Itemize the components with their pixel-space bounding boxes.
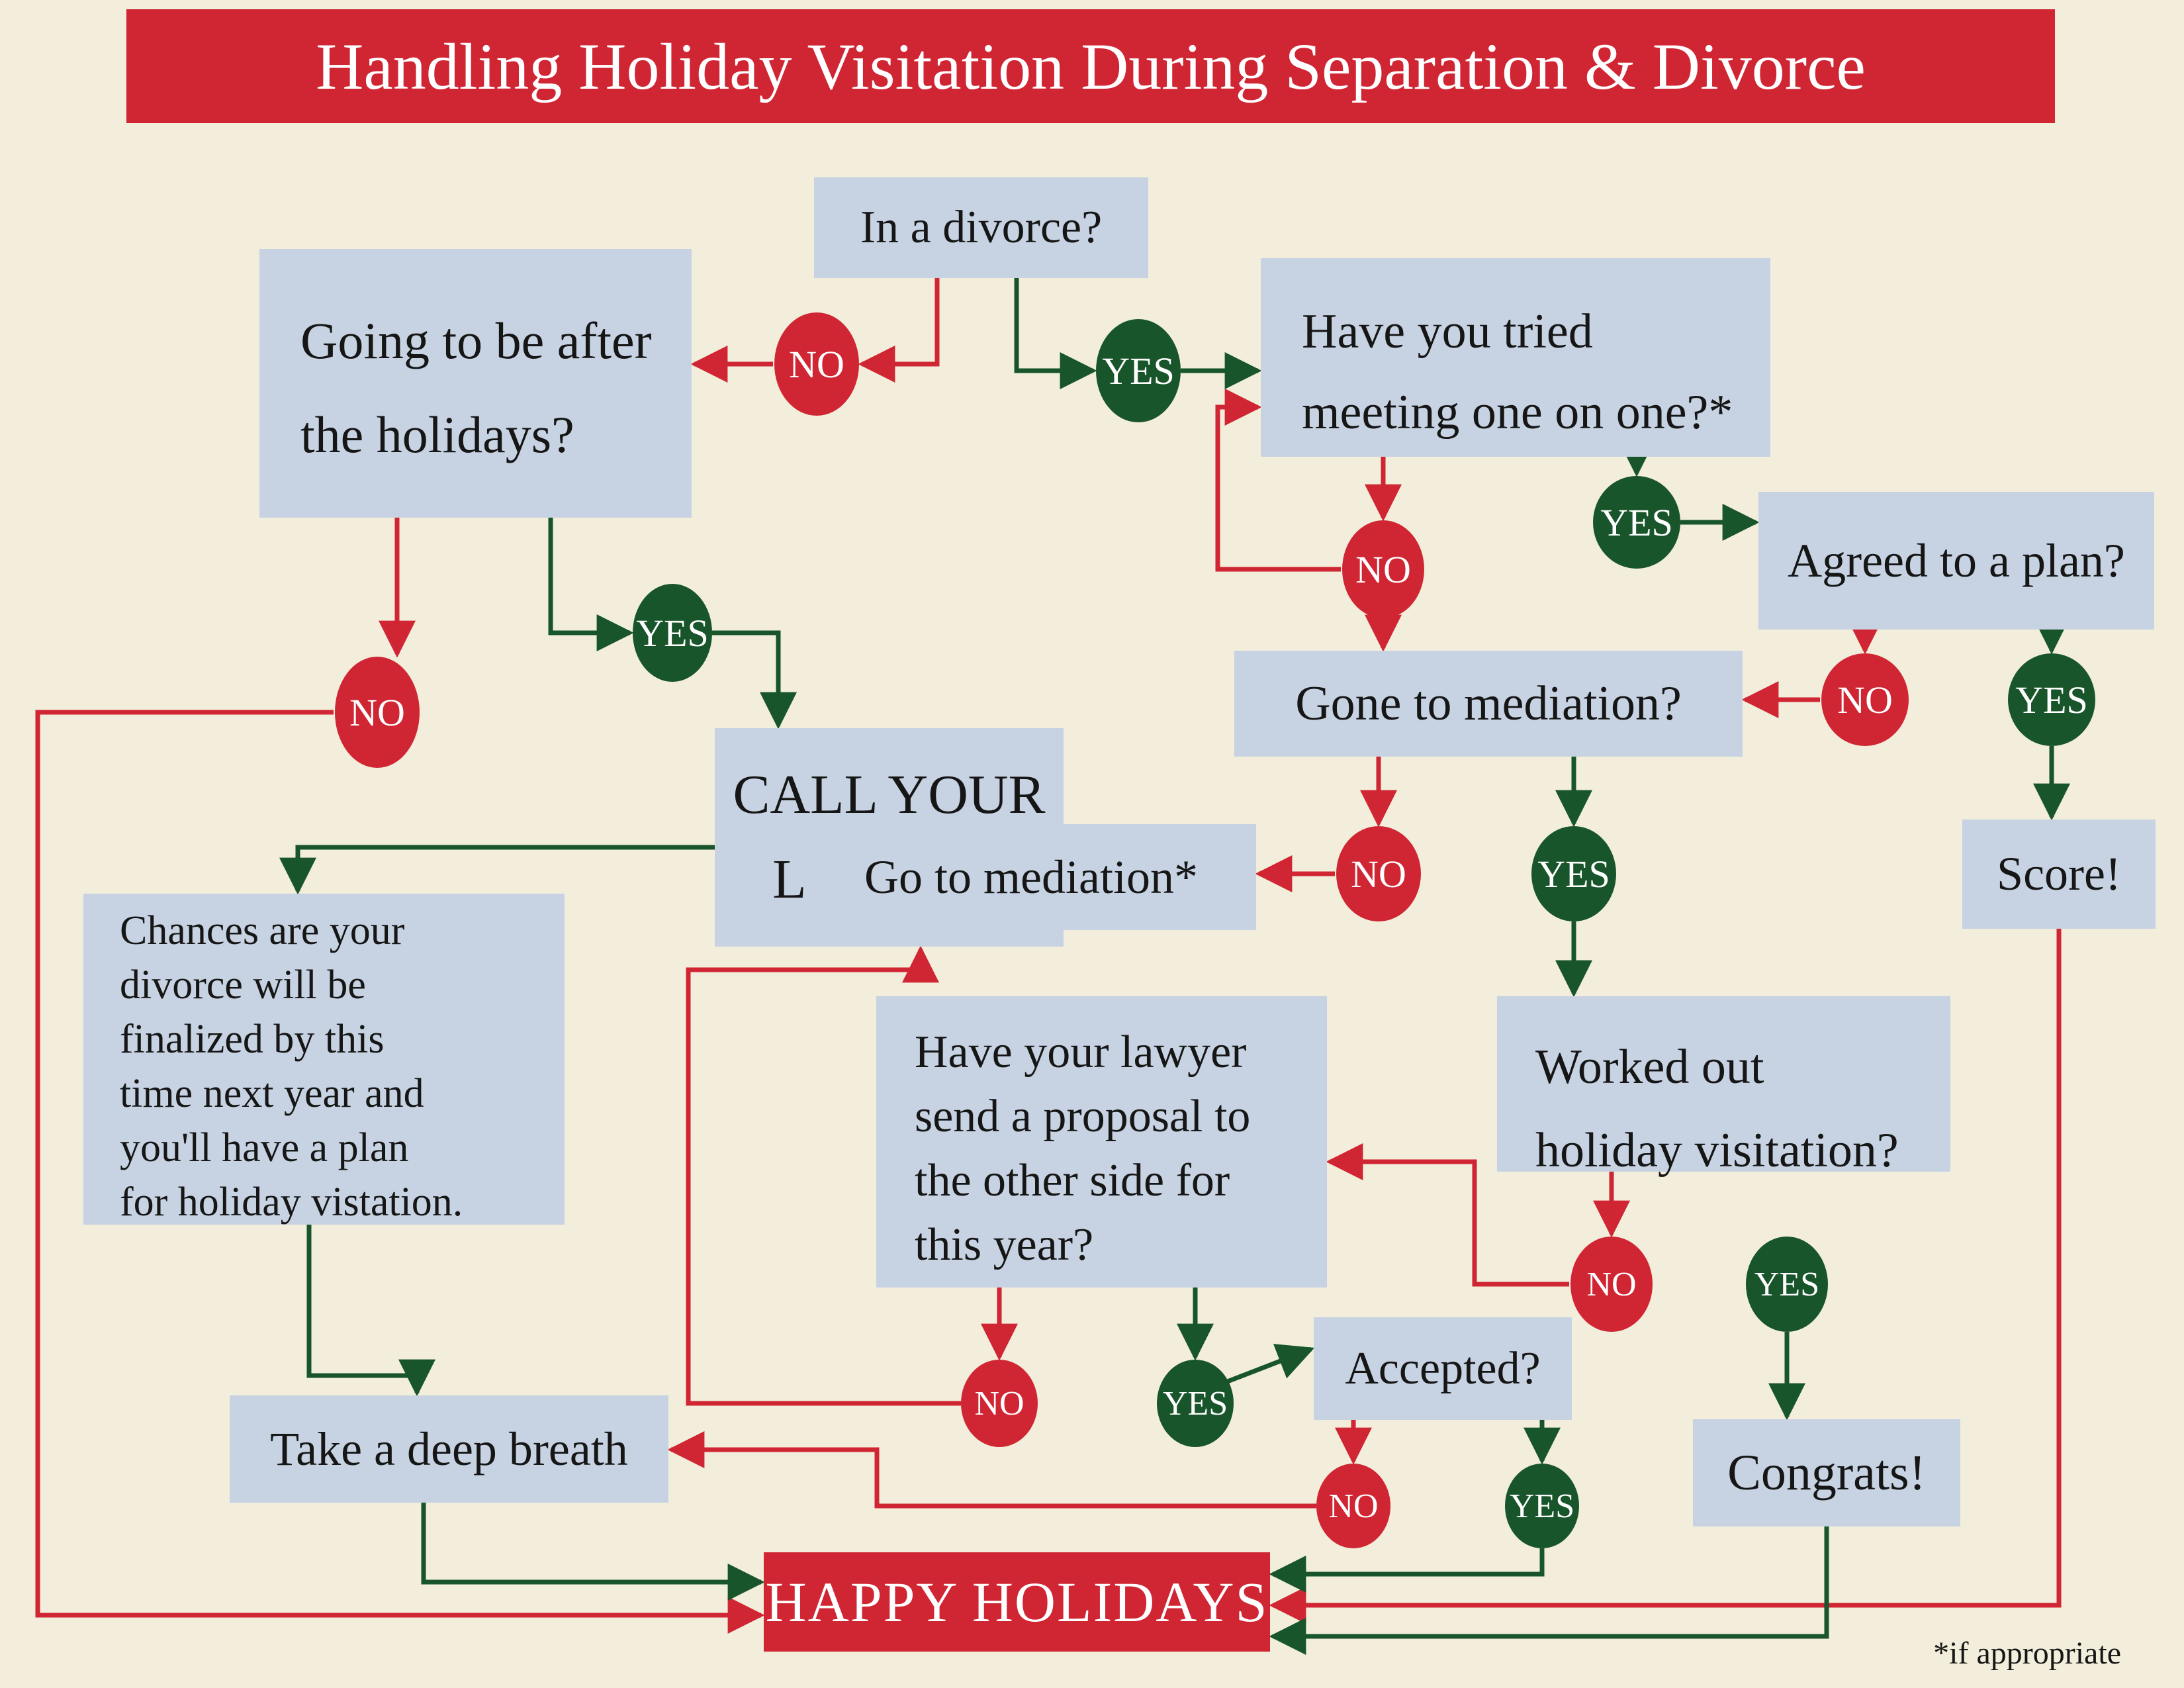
- node-chances: Chances are your divorce will be finaliz…: [83, 894, 565, 1225]
- node-chances-line4: time next year and: [120, 1071, 424, 1116]
- node-worked-out: Worked out holiday visitation?: [1497, 996, 1950, 1178]
- decision-yes-gone-mediation: YES: [1531, 826, 1616, 921]
- node-score-label: Score!: [1997, 847, 2121, 900]
- decision-no-in-divorce: NO: [774, 312, 859, 416]
- arrow-deep-breath-to-happy-holidays: [421, 1503, 765, 1601]
- node-go-mediation-label: Go to mediation*: [864, 850, 1198, 904]
- node-tried-meeting-line2: meeting one on one?*: [1302, 385, 1733, 440]
- node-call-lawyer-line1: CALL YOUR: [733, 764, 1046, 825]
- arrow-yes-to-call-lawyer: [712, 630, 797, 729]
- arrow-in-divorce-yes: [1014, 278, 1097, 389]
- decision-no-worked-out: NO: [1570, 1237, 1653, 1332]
- arrow-yes-to-happy-holidays: [1269, 1548, 1545, 1593]
- decision-yes-worked-out: YES: [1746, 1237, 1828, 1332]
- arrow-no-to-happy-holidays-left: [35, 710, 765, 1634]
- page-title: Handling Holiday Visitation During Separ…: [126, 9, 2055, 123]
- node-after-holidays-line1: Going to be after: [300, 312, 652, 369]
- node-chances-line6: for holiday vistation.: [120, 1180, 463, 1225]
- node-worked-out-line1: Worked out: [1535, 1040, 1764, 1094]
- decision-no-after-holidays: NO: [335, 657, 420, 768]
- decision-yes-proposal: YES: [1157, 1360, 1234, 1447]
- node-score: Score!: [1962, 820, 2156, 929]
- node-gone-mediation: Gone to mediation?: [1234, 651, 1743, 757]
- node-tried-meeting: Have you tried meeting one on one?*: [1261, 258, 1770, 457]
- decision-no-proposal: NO: [961, 1360, 1038, 1447]
- arrow-no-to-proposal: [1326, 1143, 1569, 1287]
- decision-yes-tried-meeting: YES: [1593, 476, 1680, 569]
- node-chances-line1: Chances are your: [120, 908, 405, 953]
- arrow-after-holidays-yes: [548, 518, 634, 651]
- node-proposal-line1: Have your lawyer: [915, 1027, 1247, 1078]
- node-in-divorce: In a divorce?: [814, 177, 1148, 278]
- node-chances-line3: finalized by this: [120, 1017, 385, 1062]
- node-worked-out-line2: holiday visitation?: [1535, 1123, 1899, 1178]
- node-chances-line5: you'll have a plan: [120, 1125, 409, 1170]
- node-agreed-plan-label: Agreed to a plan?: [1788, 534, 2125, 587]
- decision-no-agreed-plan: NO: [1821, 653, 1909, 746]
- decision-yes-agreed-plan: YES: [2008, 653, 2095, 746]
- node-congrats-label: Congrats!: [1727, 1444, 1926, 1501]
- arrow-yes-to-accepted: [1224, 1344, 1315, 1385]
- node-deep-breath-label: Take a deep breath: [270, 1422, 628, 1476]
- decision-yes-in-divorce: YES: [1096, 319, 1181, 422]
- arrow-no-to-call-lawyer: [686, 945, 961, 1406]
- arrow-score-to-happy-holidays: [1269, 929, 2062, 1624]
- node-tried-meeting-line1: Have you tried: [1302, 305, 1593, 359]
- footnote: *if appropriate: [1933, 1636, 2121, 1671]
- node-accepted-label: Accepted?: [1345, 1342, 1541, 1394]
- node-after-holidays: Going to be after the holidays?: [259, 249, 692, 518]
- node-go-mediation: Go to mediation*: [806, 824, 1256, 930]
- node-accepted: Accepted?: [1314, 1317, 1572, 1420]
- node-gone-mediation-label: Gone to mediation?: [1295, 676, 1682, 731]
- decision-no-gone-mediation: NO: [1336, 826, 1421, 921]
- decision-no-accepted: NO: [1316, 1464, 1390, 1548]
- node-proposal-line3: the other side for: [915, 1155, 1230, 1206]
- node-after-holidays-line2: the holidays?: [300, 406, 574, 463]
- arrow-in-divorce-no: [858, 278, 940, 383]
- decision-yes-after-holidays: YES: [633, 584, 712, 682]
- arrow-congrats-to-happy-holidays: [1269, 1526, 1829, 1655]
- node-deep-breath: Take a deep breath: [230, 1395, 668, 1503]
- decision-no-tried-meeting: NO: [1342, 520, 1424, 618]
- arrow-call-lawyer-to-chances: [279, 845, 715, 895]
- node-happy-holidays-label: HAPPY HOLIDAYS: [765, 1570, 1269, 1634]
- arrow-no-to-deep-breath: [667, 1431, 1316, 1509]
- node-proposal-line2: send a proposal to: [915, 1091, 1251, 1142]
- arrow-chances-to-deep-breath: [306, 1225, 435, 1397]
- node-proposal-line4: this year?: [915, 1219, 1094, 1270]
- node-chances-line2: divorce will be: [120, 962, 366, 1008]
- node-in-divorce-label: In a divorce?: [860, 202, 1103, 253]
- node-congrats: Congrats!: [1693, 1419, 1960, 1526]
- node-proposal: Have your lawyer send a proposal to the …: [876, 996, 1327, 1288]
- node-agreed-plan: Agreed to a plan?: [1758, 492, 2154, 630]
- arrow-no-loop-to-tried-meeting: [1215, 389, 1341, 572]
- decision-yes-accepted: YES: [1505, 1464, 1579, 1548]
- node-happy-holidays: HAPPY HOLIDAYS: [764, 1552, 1270, 1652]
